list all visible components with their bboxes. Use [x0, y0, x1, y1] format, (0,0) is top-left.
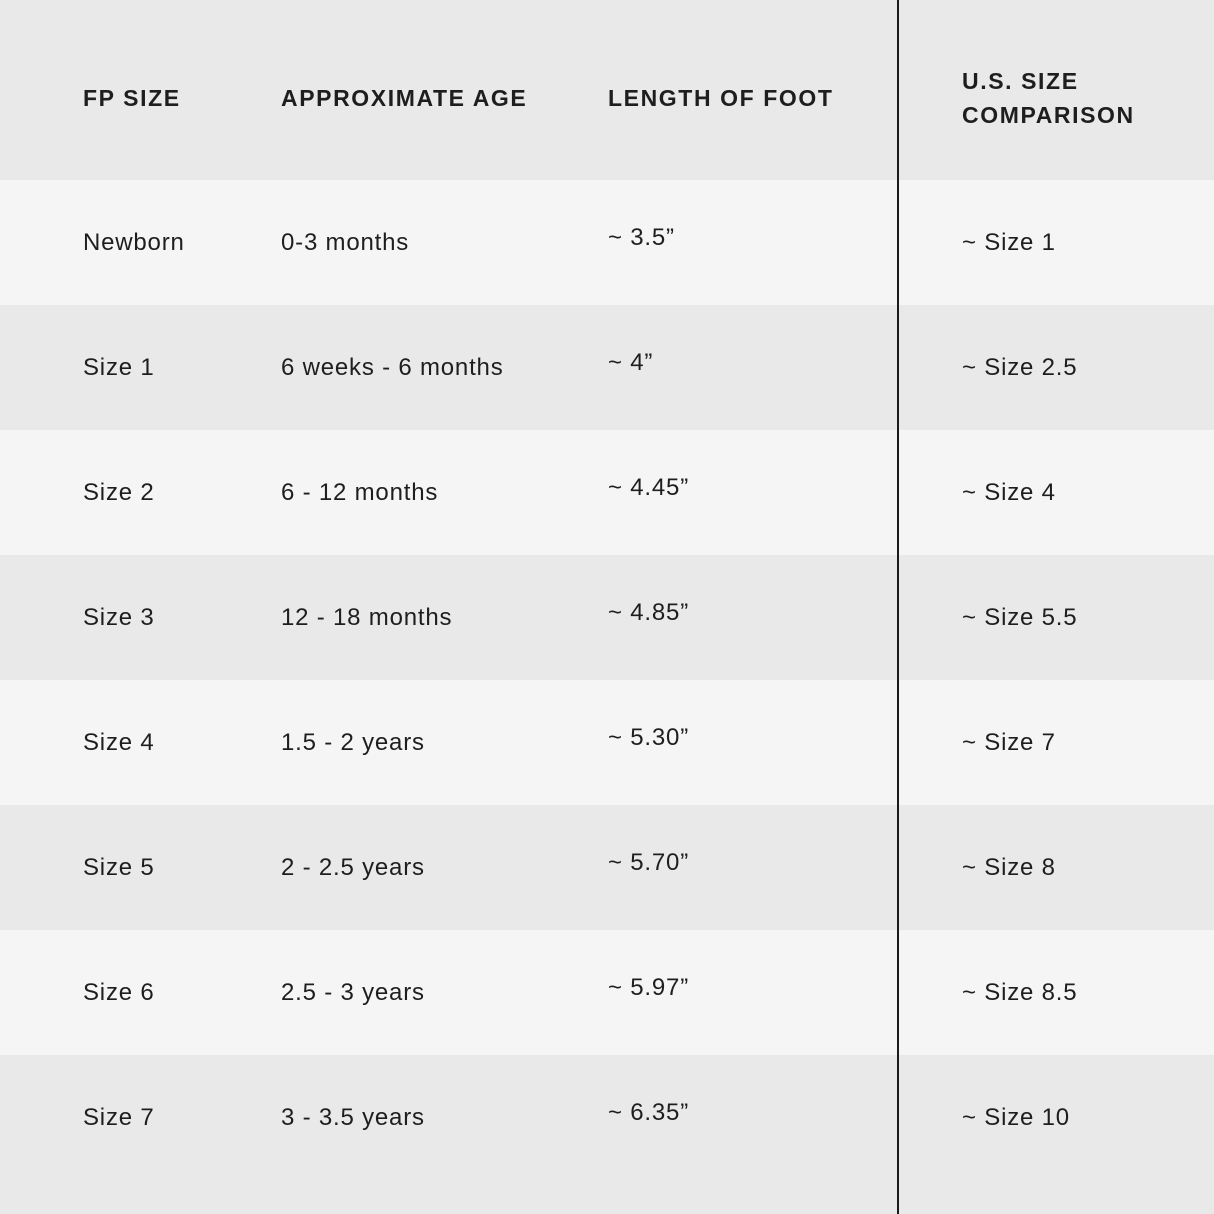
footer-strip [0, 1180, 1214, 1214]
table-row: Size 5 2 - 2.5 years ~ 5.70” ~ Size 8 [0, 805, 1214, 930]
us-size-cell: ~ Size 2.5 [962, 353, 1078, 381]
us-size-cell: ~ Size 1 [962, 228, 1056, 256]
approximate-age-cell: 0-3 months [281, 228, 410, 256]
column-header-fp-size: FP SIZE [83, 85, 181, 111]
fp-size-cell: Size 7 [83, 1103, 155, 1131]
table-header-row: FP SIZE APPROXIMATE AGE LENGTH OF FOOT U… [0, 0, 1214, 180]
column-header-us-size-comparison: U.S. SIZE COMPARISON [962, 68, 1135, 128]
fp-size-cell: Size 5 [83, 853, 155, 881]
fp-size-cell: Size 4 [83, 728, 155, 756]
fp-size-cell: Size 6 [83, 978, 155, 1006]
foot-length-cell: ~ 6.35” [608, 1098, 689, 1126]
foot-length-cell: ~ 4.85” [608, 598, 689, 626]
foot-length-cell: ~ 4” [608, 348, 654, 376]
foot-length-cell: ~ 5.30” [608, 723, 689, 751]
approximate-age-cell: 2 - 2.5 years [281, 853, 425, 881]
us-size-cell: ~ Size 8 [962, 853, 1056, 881]
us-size-cell: ~ Size 5.5 [962, 603, 1078, 631]
column-header-length-of-foot: LENGTH OF FOOT [608, 85, 834, 111]
fp-size-cell: Newborn [83, 228, 185, 256]
column-header-approximate-age: APPROXIMATE AGE [281, 85, 528, 111]
table-row: Newborn 0-3 months ~ 3.5” ~ Size 1 [0, 180, 1214, 305]
fp-size-cell: Size 2 [83, 478, 155, 506]
table-row: Size 7 3 - 3.5 years ~ 6.35” ~ Size 10 [0, 1055, 1214, 1180]
fp-size-cell: Size 1 [83, 353, 155, 381]
table-body: Newborn 0-3 months ~ 3.5” ~ Size 1 Size 1 6 w… [0, 180, 1214, 1180]
approximate-age-cell: 6 weeks - 6 months [281, 353, 504, 381]
table-row: Size 6 2.5 - 3 years ~ 5.97” ~ Size 8.5 [0, 930, 1214, 1055]
table-row: Size 1 6 weeks - 6 months ~ 4” ~ Size 2.5 [0, 305, 1214, 430]
table-row: Size 3 12 - 18 months ~ 4.85” ~ Size 5.5 [0, 555, 1214, 680]
approximate-age-cell: 3 - 3.5 years [281, 1103, 425, 1131]
approximate-age-cell: 6 - 12 months [281, 478, 439, 506]
fp-size-cell: Size 3 [83, 603, 155, 631]
approximate-age-cell: 2.5 - 3 years [281, 978, 425, 1006]
foot-length-cell: ~ 3.5” [608, 223, 675, 251]
us-size-cell: ~ Size 10 [962, 1103, 1070, 1131]
foot-length-cell: ~ 5.97” [608, 973, 689, 1001]
column-divider-line [897, 0, 899, 1214]
us-size-cell: ~ Size 7 [962, 728, 1056, 756]
us-size-cell: ~ Size 4 [962, 478, 1056, 506]
table-row: Size 2 6 - 12 months ~ 4.45” ~ Size 4 [0, 430, 1214, 555]
foot-length-cell: ~ 5.70” [608, 848, 689, 876]
table-row: Size 4 1.5 - 2 years ~ 5.30” ~ Size 7 [0, 680, 1214, 805]
us-size-cell: ~ Size 8.5 [962, 978, 1078, 1006]
approximate-age-cell: 12 - 18 months [281, 603, 453, 631]
foot-length-cell: ~ 4.45” [608, 473, 689, 501]
approximate-age-cell: 1.5 - 2 years [281, 728, 425, 756]
